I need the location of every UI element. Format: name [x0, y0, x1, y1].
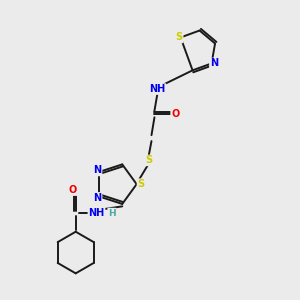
Text: N: N — [93, 166, 102, 176]
Text: N: N — [210, 58, 218, 68]
Text: N: N — [93, 193, 102, 203]
Text: S: S — [137, 179, 145, 189]
Text: NH: NH — [149, 84, 166, 94]
Text: NH: NH — [88, 208, 105, 218]
Text: O: O — [69, 185, 77, 195]
Text: S: S — [145, 155, 152, 165]
Text: O: O — [171, 109, 179, 119]
Text: S: S — [176, 32, 183, 42]
Text: H: H — [108, 208, 116, 217]
